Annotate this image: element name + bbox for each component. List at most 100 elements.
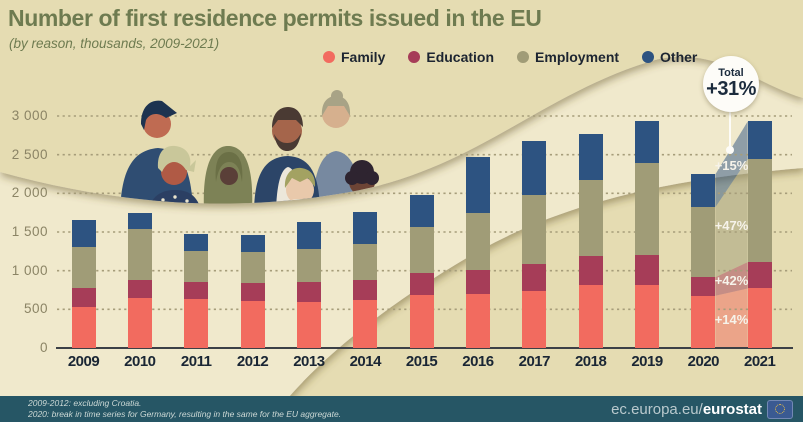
bar-2012 <box>240 235 265 348</box>
bar-segment-family-2012 <box>240 301 265 348</box>
bar-segment-other-2017 <box>522 141 547 195</box>
total-change-badge: Total +31% <box>703 56 759 112</box>
bar-segment-education-2015 <box>409 272 434 295</box>
bar-segment-employment-2018 <box>578 180 603 257</box>
bar-segment-family-2020 <box>691 295 716 348</box>
person-hooded-icon <box>203 146 253 204</box>
bar-segment-education-2018 <box>578 256 603 286</box>
bar-segment-education-2013 <box>296 282 321 303</box>
bar-segment-other-2015 <box>409 194 434 227</box>
bar-segment-education-2012 <box>240 283 265 302</box>
bar-segment-education-2017 <box>522 264 547 292</box>
x-tick-label-2019: 2019 <box>631 353 663 370</box>
bar-segment-employment-2020 <box>691 207 716 278</box>
footnotes: 2009-2012: excluding Croatia. 2020: brea… <box>28 398 341 419</box>
bar-segment-education-2016 <box>465 269 490 294</box>
bar-segment-education-2020 <box>691 277 716 296</box>
bar-segment-other-2011 <box>184 234 209 252</box>
bar-segment-education-2019 <box>635 254 659 285</box>
bar-segment-other-2020 <box>691 174 716 208</box>
y-tick-label: 0 <box>39 340 48 355</box>
change-band-employment <box>715 159 748 278</box>
y-tick-label: 500 <box>23 301 48 317</box>
bar-2019 <box>635 120 659 348</box>
legend-item-employment: Employment <box>517 49 619 65</box>
segment-change-label-education: +42% <box>714 272 749 288</box>
x-tick-label-2009: 2009 <box>67 353 100 370</box>
bar-segment-other-2021 <box>747 121 772 160</box>
bar-segment-employment-2021 <box>747 159 772 263</box>
segment-change-label-family: +14% <box>714 312 749 328</box>
bar-segment-education-2009 <box>71 288 96 307</box>
bar-2015 <box>409 194 434 348</box>
x-tick-label-2016: 2016 <box>462 353 494 370</box>
bar-segment-family-2010 <box>127 298 152 348</box>
bar-segment-employment-2010 <box>127 228 152 280</box>
bar-2014 <box>353 212 378 348</box>
legend-label: Family <box>341 49 386 65</box>
x-axis-line <box>56 347 793 349</box>
segment-change-label-other: +15% <box>714 157 749 173</box>
page-subtitle: (by reason, thousands, 2009-2021) <box>9 36 220 51</box>
y-tick-label: 3 000 <box>11 108 48 123</box>
x-tick-label-2015: 2015 <box>405 353 438 370</box>
bar-segment-employment-2014 <box>353 243 378 280</box>
page-title: Number of first residence permits issued… <box>8 5 542 31</box>
total-badge-value: +31% <box>706 78 756 101</box>
background-wave-top <box>0 0 803 204</box>
legend-label: Employment <box>535 49 620 65</box>
bar-segment-other-2019 <box>635 120 659 163</box>
bar-segment-employment-2011 <box>184 251 209 283</box>
bar-segment-employment-2009 <box>71 246 96 289</box>
y-tick-label: 2 500 <box>11 146 48 162</box>
bar-segment-other-2009 <box>71 219 96 247</box>
bar-segment-education-2011 <box>184 282 209 300</box>
bar-segment-family-2015 <box>409 294 434 348</box>
bar-segment-other-2018 <box>578 134 603 181</box>
bar-segment-education-2010 <box>127 279 152 299</box>
bar-2010 <box>127 213 152 348</box>
x-tick-label-2013: 2013 <box>293 353 325 370</box>
x-tick-label-2018: 2018 <box>574 353 607 370</box>
bar-segment-other-2016 <box>465 156 490 213</box>
footnote-line2: 2020: break in time series for Germany, … <box>28 409 342 419</box>
legend-dot-icon <box>517 51 530 63</box>
footnote-line1: 2009-2012: excluding Croatia. <box>28 398 142 409</box>
gridlines <box>57 115 792 311</box>
bar-segment-family-2019 <box>635 284 659 348</box>
bar-segment-employment-2017 <box>522 194 547 265</box>
x-tick-label-2020: 2020 <box>687 353 720 370</box>
bar-segment-family-2009 <box>71 306 96 348</box>
x-tick-label-2014: 2014 <box>349 353 382 370</box>
change-band-family <box>715 288 748 348</box>
bar-segment-employment-2019 <box>635 162 659 255</box>
bar-2020 <box>691 174 716 348</box>
x-tick-label-2021: 2021 <box>744 353 776 370</box>
legend: Family Education Employment Other <box>323 49 697 65</box>
bar-segment-family-2016 <box>465 293 490 348</box>
badge-pointer-line <box>729 112 731 147</box>
footer-branding[interactable]: ec.europa.eu/eurostat <box>611 399 793 419</box>
bar-segment-employment-2016 <box>465 212 490 270</box>
change-band-education <box>715 262 748 296</box>
bar-segment-other-2014 <box>353 212 378 244</box>
legend-dot-icon <box>408 51 421 63</box>
bar-segment-family-2021 <box>747 288 772 348</box>
bar-segment-education-2014 <box>353 279 378 301</box>
bar-segment-employment-2013 <box>296 249 321 283</box>
legend-item-other: Other <box>642 49 697 65</box>
footer-url[interactable]: ec.europa.eu/eurostat <box>611 400 762 418</box>
change-band <box>715 121 748 348</box>
y-tick-label: 1 500 <box>11 224 48 239</box>
bar-2013 <box>296 222 321 348</box>
bar-segment-other-2013 <box>296 222 321 250</box>
bar-segment-family-2017 <box>522 291 547 348</box>
person-headwrap-woman-icon <box>146 145 203 204</box>
bar-2009 <box>71 219 96 348</box>
x-tick-label-2010: 2010 <box>124 353 156 370</box>
bar-segment-family-2013 <box>296 302 321 348</box>
bar-segment-family-2014 <box>353 300 378 348</box>
change-band-other <box>715 121 748 208</box>
legend-item-education: Education <box>408 49 494 65</box>
